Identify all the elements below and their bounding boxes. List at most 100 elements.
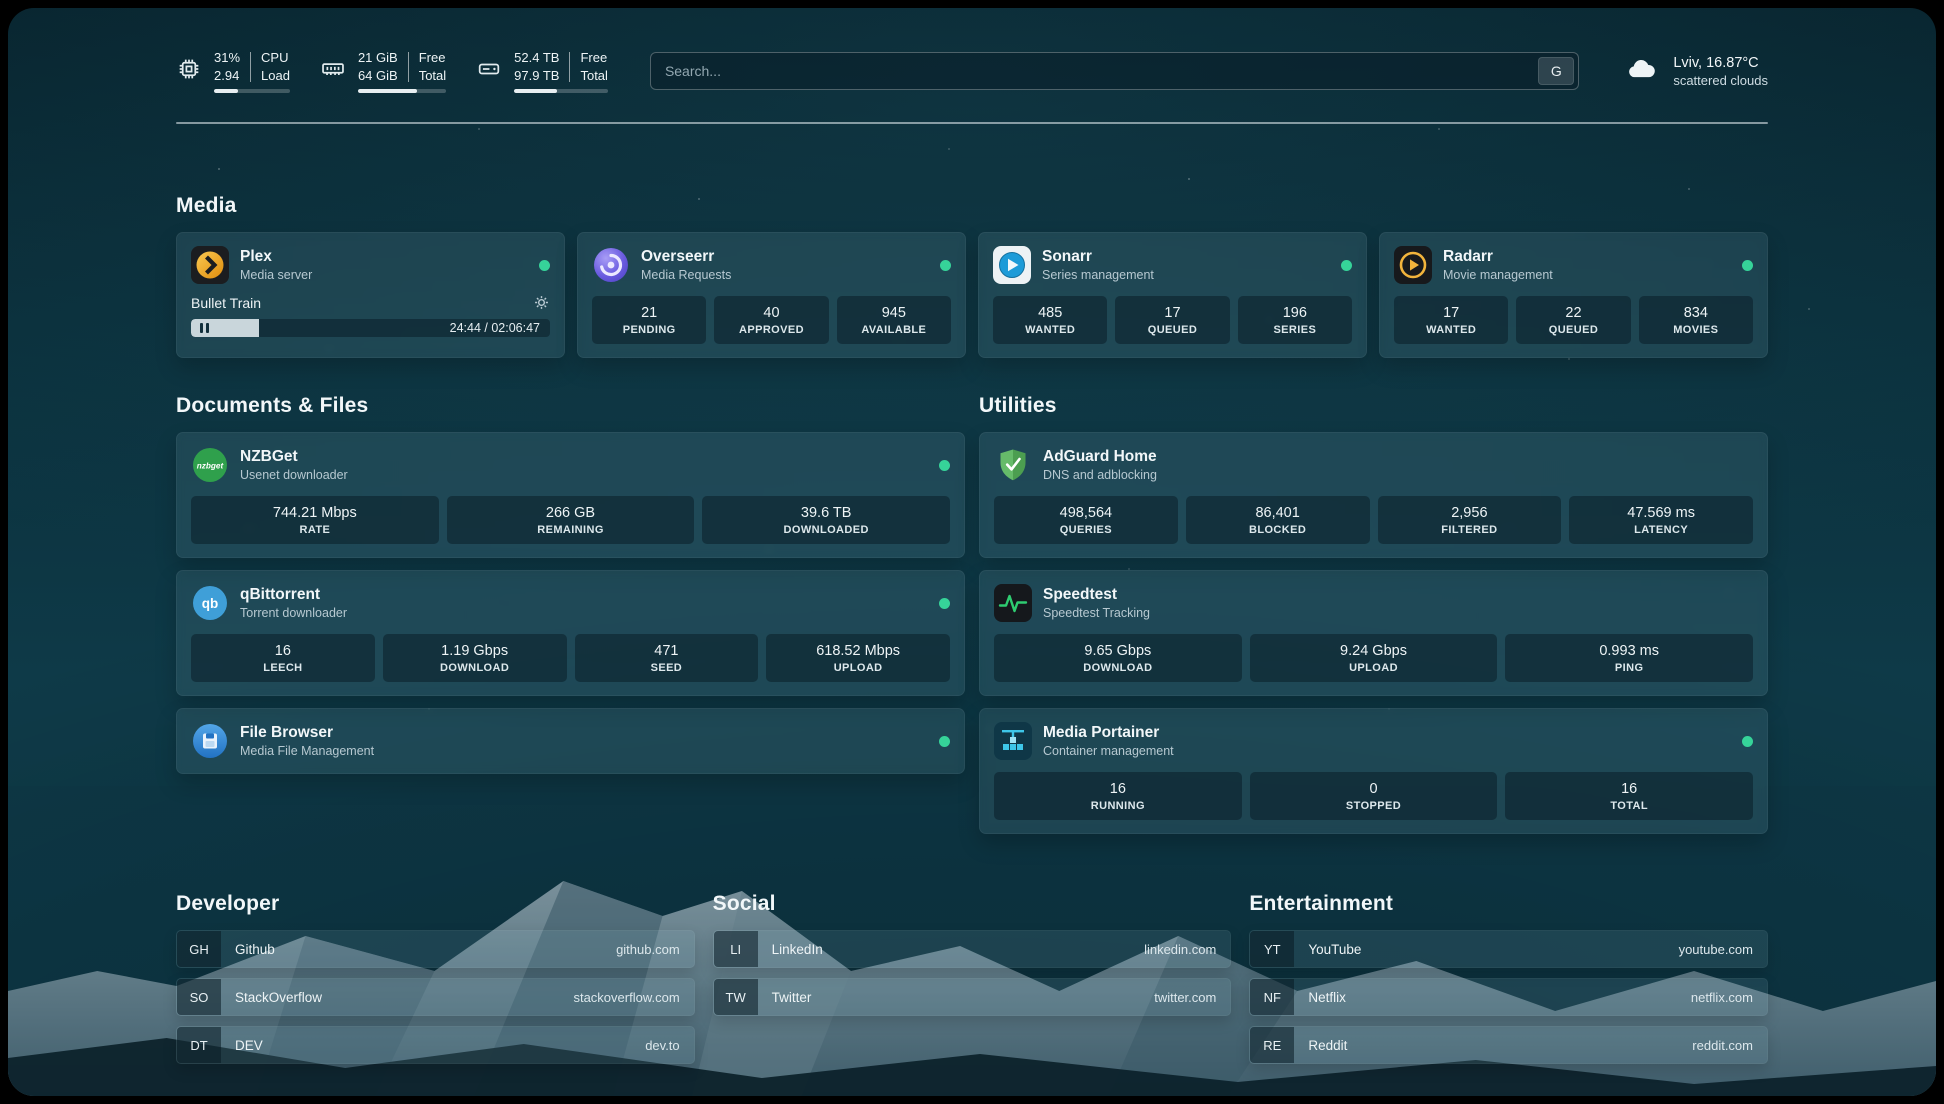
bookmark-url: stackoverflow.com (573, 989, 680, 1005)
stat-running: 16 RUNNING (994, 772, 1242, 820)
adguard-shield-icon (994, 446, 1032, 484)
wallpaper-mountains (8, 786, 1936, 1096)
search-engine-button[interactable]: G (1538, 57, 1575, 85)
stat-label: WANTED (1426, 323, 1477, 336)
disk-free-value: 52.4 TB (514, 50, 560, 66)
cpu-load-value: 2.94 (214, 67, 240, 83)
filebrowser-card[interactable]: File Browser Media File Management (176, 708, 965, 774)
app-name: NZBGet (240, 447, 298, 465)
bookmark-github[interactable]: GH Github github.com (176, 930, 695, 968)
weather-location: Lviv, 16.87°C (1673, 54, 1759, 71)
bookmark-name: YouTube (1308, 941, 1362, 957)
filebrowser-icon (191, 722, 229, 760)
stat-upload: 618.52 Mbps UPLOAD (766, 634, 950, 682)
adguard-card[interactable]: AdGuard Home DNS and adblocking 498,564 … (979, 432, 1768, 558)
search-input[interactable] (650, 53, 1535, 89)
stat-label: QUEUED (1548, 323, 1599, 336)
stat-value: 17 (1164, 304, 1181, 321)
memory-values: 21 GiB 64 GiB (358, 49, 398, 83)
section-media: Media (176, 194, 1768, 358)
stat-label: UPLOAD (1349, 661, 1398, 674)
bookmark-twitter[interactable]: TW Twitter twitter.com (712, 978, 1232, 1016)
disk-icon (476, 56, 502, 87)
portainer-card[interactable]: Media Portainer Container management 16 … (979, 708, 1768, 834)
section-entertainment: Entertainment YT YouTube youtube.com NF … (1249, 892, 1768, 1064)
stat-ping: 0.993 ms PING (1505, 634, 1754, 682)
stat-label: TOTAL (1610, 799, 1648, 812)
cpu-load-label: Load (261, 67, 290, 83)
stat-value: 9.65 Gbps (1084, 642, 1152, 659)
stat-value: 40 (763, 304, 780, 321)
stat-label: DOWNLOAD (1083, 661, 1153, 674)
app-name: Media Portainer (1043, 723, 1160, 741)
bookmark-reddit[interactable]: RE Reddit reddit.com (1249, 1026, 1768, 1064)
stat-label: SERIES (1273, 323, 1317, 336)
stat-label: AVAILABLE (861, 323, 927, 336)
stat-rate: 744.21 Mbps RATE (191, 496, 439, 544)
speedtest-card[interactable]: Speedtest Speedtest Tracking 9.65 Gbps D… (979, 570, 1768, 696)
stat-value: 16 (1621, 780, 1638, 797)
bookmark-netflix[interactable]: NF Netflix netflix.com (1249, 978, 1768, 1016)
divider (407, 51, 409, 82)
memory-icon (320, 56, 346, 87)
dev-icon: DT (177, 1027, 221, 1063)
bookmark-linkedin[interactable]: LI LinkedIn linkedin.com (712, 930, 1232, 968)
app-subtitle: DNS and adblocking (1043, 468, 1157, 483)
disk-total-value: 97.9 TB (514, 67, 560, 83)
status-dot (1742, 259, 1753, 271)
stat-total: 16 TOTAL (1505, 772, 1754, 820)
gear-icon[interactable] (533, 294, 550, 311)
dashboard-screen: 31% 2.94 CPU Load (8, 8, 1936, 1096)
divider (250, 51, 252, 82)
stat-label: DOWNLOAD (440, 661, 510, 674)
disk-free-label: Free (580, 50, 608, 66)
stat-value: 86,401 (1255, 504, 1300, 521)
cpu-widget: 31% 2.94 CPU Load (176, 49, 290, 93)
qbittorrent-icon: qb (191, 584, 229, 622)
memory-total-label: Total (418, 67, 447, 83)
sonarr-icon (993, 246, 1031, 284)
section-title-developer: Developer (176, 892, 280, 915)
app-name: Plex (240, 247, 272, 265)
netflix-icon: NF (1250, 979, 1295, 1015)
radarr-card[interactable]: Radarr Movie management 17 WANTED 22 QUE… (1379, 232, 1768, 358)
stat-value: 16 (274, 642, 291, 659)
stat-label: BLOCKED (1249, 523, 1307, 536)
stat-value: 471 (654, 642, 679, 659)
stat-wanted: 17 WANTED (1394, 296, 1509, 344)
stat-leech: 16 LEECH (191, 634, 375, 682)
youtube-icon: YT (1250, 931, 1295, 967)
nzbget-card[interactable]: nzbget NZBGet Usenet downloader 74 (176, 432, 965, 558)
stat-label: STOPPED (1345, 799, 1402, 812)
stat-value: 266 GB (545, 504, 596, 521)
pause-icon[interactable] (200, 323, 209, 333)
qbittorrent-card[interactable]: qb qBittorrent Torrent downloader (176, 570, 965, 696)
bookmark-youtube[interactable]: YT YouTube youtube.com (1249, 930, 1768, 968)
bookmark-url: github.com (616, 941, 680, 957)
overseerr-card[interactable]: Overseerr Media Requests 21 PENDING 40 A… (577, 232, 966, 358)
playback-progress-bar[interactable]: 24:44 / 02:06:47 (191, 319, 550, 337)
status-dot (939, 597, 950, 609)
bookmark-stackoverflow[interactable]: SO StackOverflow stackoverflow.com (176, 978, 695, 1016)
overseerr-icon (592, 246, 630, 284)
stat-label: QUEUED (1147, 323, 1198, 336)
app-name: Radarr (1443, 247, 1493, 265)
stat-value: 945 (881, 304, 906, 321)
stat-blocked: 86,401 BLOCKED (1185, 496, 1370, 544)
bookmark-url: twitter.com (1154, 989, 1217, 1005)
stat-label: SEED (650, 661, 683, 674)
svg-text:nzbget: nzbget (197, 462, 224, 471)
system-stats: 31% 2.94 CPU Load (176, 49, 608, 93)
memory-free-value: 21 GiB (357, 50, 398, 66)
topbar: 31% 2.94 CPU Load (176, 46, 1768, 96)
stat-stopped: 0 STOPPED (1249, 772, 1498, 820)
sonarr-card[interactable]: Sonarr Series management 485 WANTED 17 Q… (978, 232, 1367, 358)
stat-label: LATENCY (1634, 523, 1689, 536)
bookmark-dev[interactable]: DT DEV dev.to (176, 1026, 695, 1064)
playback-time: 24:44 / 02:06:47 (449, 321, 540, 335)
plex-card[interactable]: Plex Media server Bullet Train (176, 232, 565, 358)
app-subtitle: Speedtest Tracking (1043, 606, 1151, 621)
bookmark-name: Twitter (771, 989, 812, 1005)
stat-label: RATE (299, 523, 331, 536)
stat-latency: 47.569 ms LATENCY (1569, 496, 1753, 544)
